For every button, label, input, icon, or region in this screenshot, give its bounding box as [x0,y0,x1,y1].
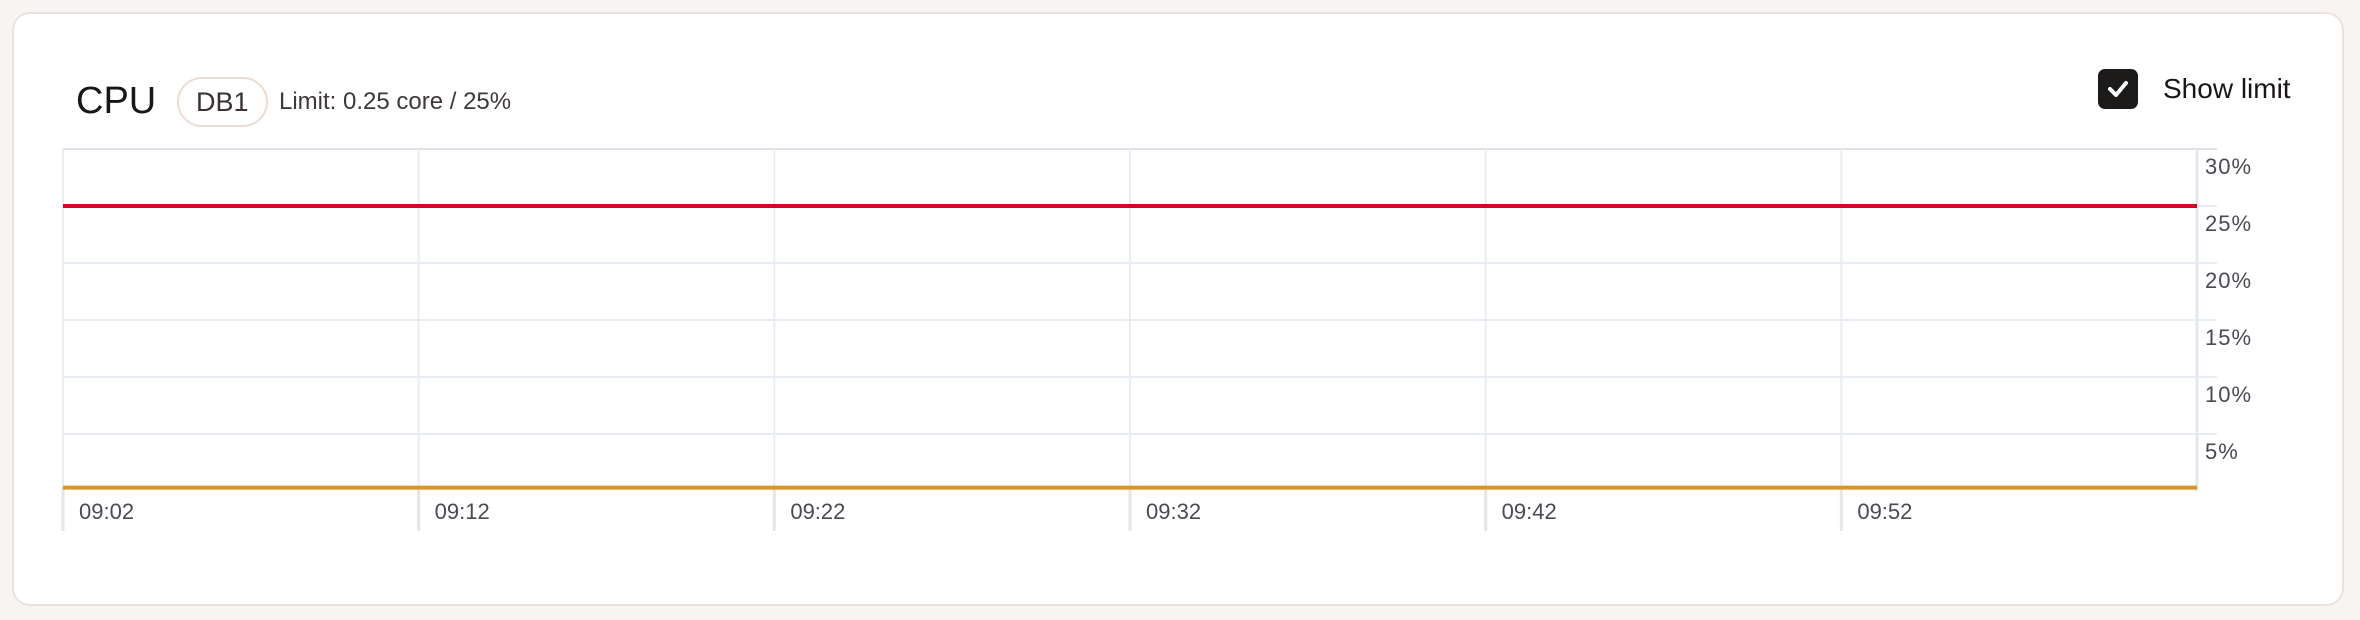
x-tick-label: 09:12 [435,499,490,524]
show-limit-label[interactable]: Show limit [2163,73,2291,104]
y-tick-label: 15% [2205,325,2252,350]
chart-title: CPU [76,80,157,122]
y-tick-label: 5% [2205,439,2239,464]
x-tick-label: 09:32 [1146,499,1201,524]
database-badge: DB1 [177,77,268,127]
show-limit-checkbox[interactable] [2098,69,2138,109]
x-tick-label: 09:22 [790,499,845,524]
cpu-chart-card: CPU DB1 Limit: 0.25 core / 25% [12,12,2344,606]
x-tick-label: 09:02 [79,499,134,524]
check-icon [2108,81,2128,97]
y-tick-label: 10% [2205,382,2252,407]
x-tick-label: 09:52 [1857,499,1912,524]
x-tick-label: 09:42 [1502,499,1557,524]
y-tick-label: 25% [2205,211,2252,236]
y-tick-label: 20% [2205,268,2252,293]
limit-text: Limit: 0.25 core / 25% [279,88,512,115]
y-tick-label: 30% [2205,154,2252,179]
